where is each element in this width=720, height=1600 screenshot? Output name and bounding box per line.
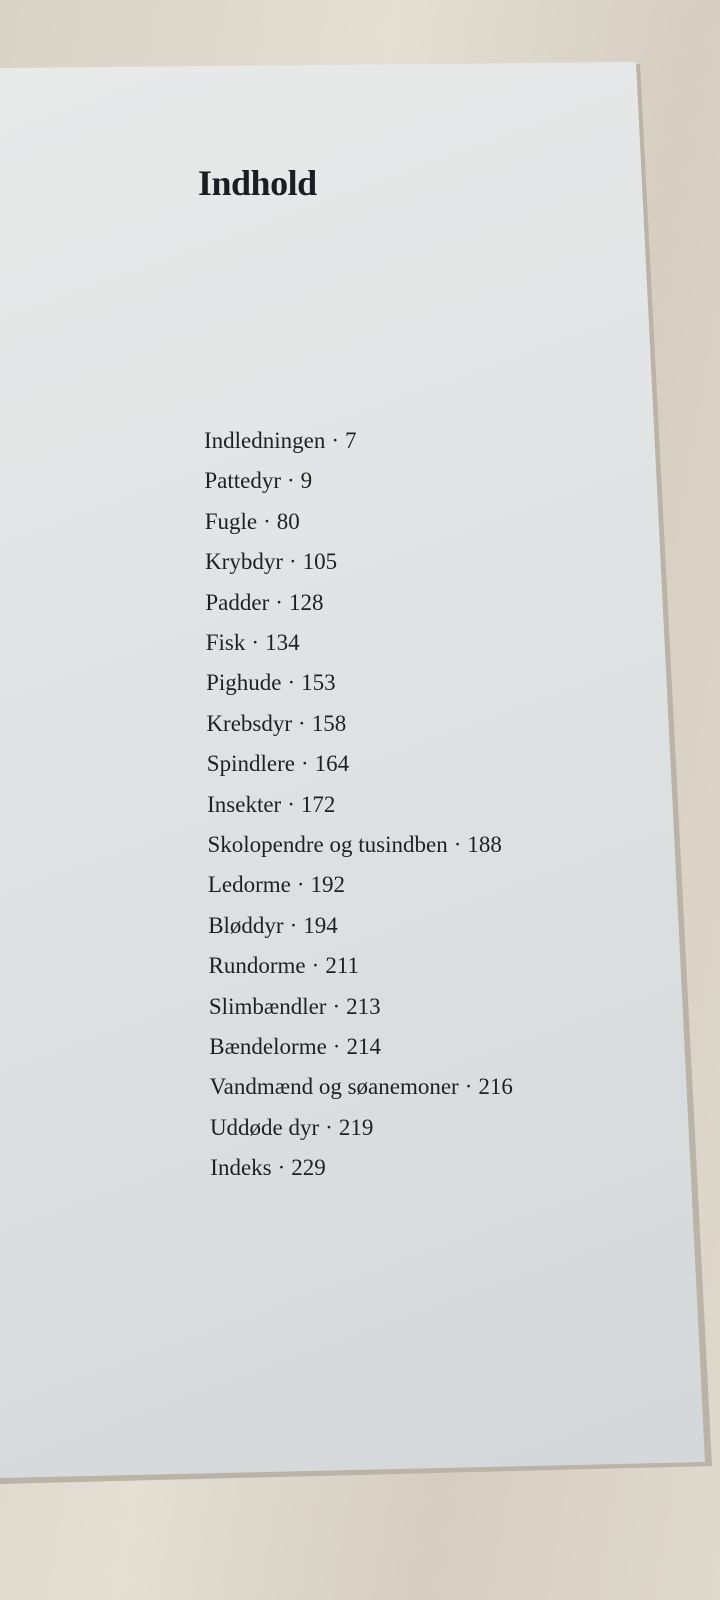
toc-separator: ·: [287, 468, 295, 494]
toc-separator: ·: [331, 428, 340, 453]
toc-separator: ·: [287, 670, 296, 696]
toc-separator: ·: [263, 508, 271, 534]
toc-entry: Slimbændler · 213: [209, 994, 381, 1020]
toc-entry-label: Insekter: [207, 791, 282, 817]
toc-entry-label: Ledorme: [207, 872, 291, 898]
toc-entry-label: Indeks: [210, 1155, 272, 1181]
toc-entry-page: 229: [291, 1155, 326, 1181]
toc-entry: Insekter · 172: [207, 792, 335, 818]
toc-entry-page: 213: [346, 993, 381, 1019]
toc-entry: Spindlere · 164: [207, 751, 349, 777]
toc-separator: ·: [251, 630, 260, 655]
toc-entry: Indeks · 229: [210, 1155, 326, 1181]
toc-entry: Krybdyr · 105: [205, 549, 337, 575]
toc-entry-page: 164: [314, 751, 350, 777]
toc-entry-label: Pattedyr: [204, 468, 281, 494]
toc-separator: ·: [464, 1074, 473, 1100]
toc-entry-label: Krebsdyr: [206, 710, 293, 736]
toc-separator: ·: [288, 549, 297, 575]
toc-entry: Indledningen · 7: [204, 428, 357, 454]
toc-entry: Ledorme · 192: [208, 872, 345, 898]
toc-entry-label: Uddøde dyr: [209, 1114, 320, 1140]
toc-entry: Pighude · 153: [206, 670, 336, 696]
toc-entry-label: Fugle: [204, 508, 258, 534]
toc-entry-page: 158: [311, 710, 347, 736]
toc-entry-page: 194: [303, 912, 338, 938]
toc-entry: Krebsdyr · 158: [206, 711, 346, 737]
toc-entry-page: 219: [338, 1114, 374, 1140]
toc-entry-label: Rundorme: [208, 953, 306, 979]
toc-entry: Skolopendre og tusindben · 188: [208, 832, 502, 858]
toc-entry-label: Skolopendre og tusindben: [207, 832, 448, 857]
toc-separator: ·: [296, 872, 305, 898]
toc-entry-page: 128: [288, 589, 324, 615]
toc-entry: Pattedyr · 9: [204, 468, 312, 494]
toc-separator: ·: [287, 791, 295, 817]
page-title: Indhold: [198, 163, 317, 203]
toc-separator: ·: [332, 993, 341, 1019]
toc-entry-page: 80: [276, 508, 300, 534]
toc-entry-page: 188: [467, 832, 502, 857]
toc-entry-label: Spindlere: [206, 751, 295, 777]
toc-entry: Fisk · 134: [206, 630, 300, 656]
toc-entry-label: Padder: [205, 589, 270, 615]
toc-separator: ·: [277, 1155, 286, 1181]
toc-entry-page: 172: [300, 791, 336, 817]
toc-separator: ·: [275, 589, 283, 615]
toc-entry-page: 192: [310, 872, 346, 898]
toc-entry-label: Indledningen: [204, 428, 326, 453]
toc-entry: Uddøde dyr · 219: [210, 1115, 373, 1141]
toc-entry-label: Pighude: [206, 670, 282, 696]
toc-entry: Rundorme · 211: [209, 953, 359, 979]
toc-entry-page: 9: [300, 468, 313, 494]
toc-entry-page: 7: [345, 428, 357, 453]
toc-entry-label: Bændelorme: [209, 1034, 327, 1059]
toc-entry-label: Vandmænd og søanemoner: [209, 1074, 459, 1100]
toc-separator: ·: [298, 710, 306, 736]
toc-entry-page: 211: [325, 953, 359, 979]
toc-entry: Padder · 128: [205, 590, 323, 616]
toc-separator: ·: [453, 832, 462, 857]
toc-entry: Fugle · 80: [205, 509, 300, 535]
toc-entry-page: 134: [265, 630, 300, 655]
toc-entry-page: 216: [478, 1074, 513, 1100]
toc-separator: ·: [311, 953, 320, 979]
toc-entry: Bløddyr · 194: [208, 913, 338, 939]
toc-entry-label: Fisk: [205, 630, 246, 655]
toc-entry-label: Bløddyr: [208, 912, 284, 938]
toc-separator: ·: [300, 751, 309, 777]
toc-separator: ·: [332, 1034, 341, 1059]
toc-entry-page: 105: [302, 549, 338, 575]
toc-separator: ·: [289, 912, 298, 938]
toc-entry-label: Slimbændler: [208, 993, 327, 1019]
toc-entry: Bændelorme · 214: [209, 1034, 381, 1060]
toc-separator: ·: [325, 1114, 333, 1140]
toc-entry: Vandmænd og søanemoner · 216: [210, 1074, 513, 1100]
toc-entry-page: 153: [301, 670, 336, 696]
toc-entry-label: Krybdyr: [205, 549, 283, 575]
toc-entry-page: 214: [346, 1034, 381, 1059]
